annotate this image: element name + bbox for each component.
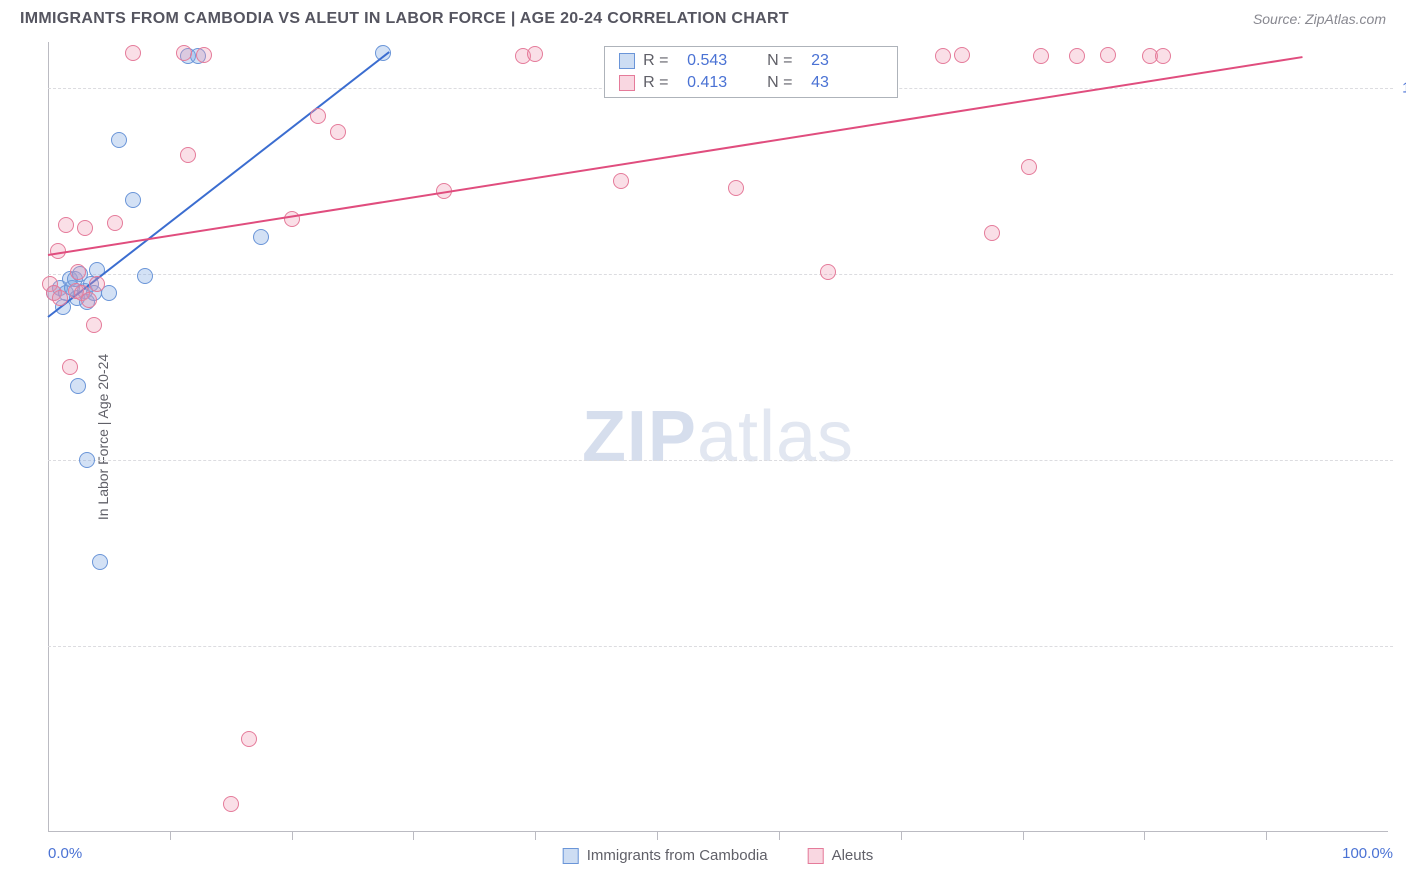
scatter-point-aleut [81,292,97,308]
scatter-point-aleut [1100,47,1116,63]
legend-label: Immigrants from Cambodia [587,847,768,864]
scatter-point-aleut [86,317,102,333]
x-tick [1266,832,1267,840]
gridline [48,274,1393,275]
x-tick [535,832,536,840]
scatter-point-aleut [330,124,346,140]
x-tick [292,832,293,840]
swatch-icon [808,848,824,864]
chart-title: IMMIGRANTS FROM CAMBODIA VS ALEUT IN LAB… [20,10,789,28]
scatter-point-aleut [613,173,629,189]
scatter-point-aleut [89,276,105,292]
x-axis-min-label: 0.0% [48,845,82,862]
chart-source: Source: ZipAtlas.com [1253,11,1386,27]
chart-area: In Labor Force | Age 20-24 ZIPatlas 0.0%… [48,42,1388,832]
gridline [48,460,1393,461]
x-tick [1023,832,1024,840]
swatch-icon [619,53,635,69]
legend-stats: R =0.543N =23 R =0.413N =43 [604,46,898,98]
scatter-point-cambodia [92,554,108,570]
y-axis-line [48,42,49,832]
scatter-point-aleut [62,359,78,375]
scatter-point-aleut [1155,48,1171,64]
scatter-point-aleut [70,264,86,280]
scatter-point-aleut [180,147,196,163]
scatter-point-cambodia [253,229,269,245]
legend-item-cambodia: Immigrants from Cambodia [563,847,768,864]
x-tick [901,832,902,840]
scatter-point-aleut [1069,48,1085,64]
scatter-point-aleut [984,225,1000,241]
y-axis-title: In Labor Force | Age 20-24 [95,354,111,520]
scatter-point-cambodia [137,268,153,284]
x-axis-line [48,831,1388,832]
x-tick [413,832,414,840]
scatter-point-aleut [125,45,141,61]
x-tick [657,832,658,840]
scatter-point-aleut [935,48,951,64]
legend-item-aleut: Aleuts [808,847,874,864]
swatch-icon [563,848,579,864]
scatter-point-aleut [1033,48,1049,64]
legend-bottom: Immigrants from Cambodia Aleuts [563,847,874,864]
swatch-icon [619,75,635,91]
legend-stat-row: R =0.413N =43 [619,74,883,92]
scatter-point-aleut [52,290,68,306]
legend-stat-row: R =0.543N =23 [619,52,883,70]
x-axis-max-label: 100.0% [1342,845,1393,862]
gridline [48,646,1393,647]
scatter-point-aleut [954,47,970,63]
scatter-point-aleut [1021,159,1037,175]
scatter-point-cambodia [70,378,86,394]
scatter-point-aleut [820,264,836,280]
scatter-point-cambodia [79,452,95,468]
scatter-point-aleut [176,45,192,61]
x-tick [1144,832,1145,840]
scatter-point-aleut [58,217,74,233]
scatter-point-aleut [223,796,239,812]
scatter-point-aleut [77,220,93,236]
x-tick [779,832,780,840]
scatter-point-aleut [241,731,257,747]
scatter-point-aleut [310,108,326,124]
legend-label: Aleuts [832,847,874,864]
y-tick-label: 100.0% [1402,80,1406,97]
watermark: ZIPatlas [582,396,854,478]
scatter-point-aleut [107,215,123,231]
x-tick [170,832,171,840]
scatter-point-aleut [728,180,744,196]
scatter-point-aleut [196,47,212,63]
scatter-point-cambodia [111,132,127,148]
scatter-point-cambodia [125,192,141,208]
scatter-point-aleut [527,46,543,62]
scatter-point-aleut [284,211,300,227]
